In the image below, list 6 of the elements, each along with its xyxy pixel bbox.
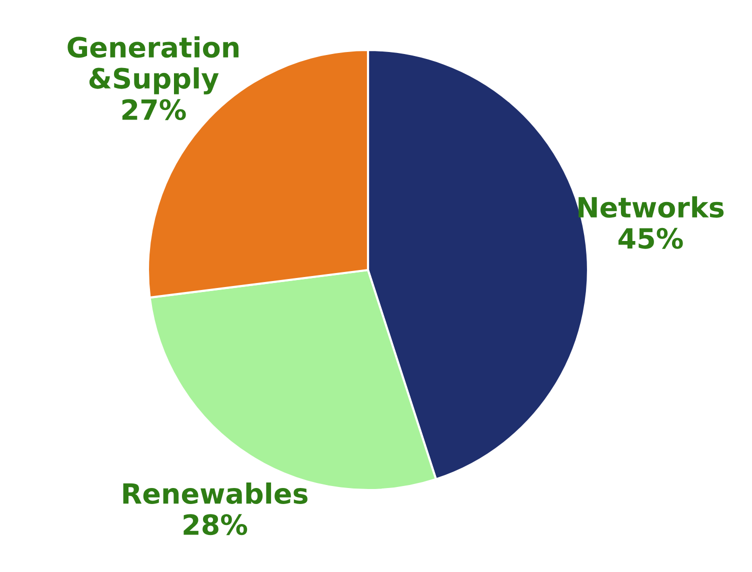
slice-label: Renewables [123,482,308,504]
slice-label: Generation &Supply [68,36,238,94]
data-label: 27% [122,99,186,120]
slice-label: Networks [578,196,724,218]
data-label: 28% [184,514,248,536]
data-label: 45% [618,228,683,249]
